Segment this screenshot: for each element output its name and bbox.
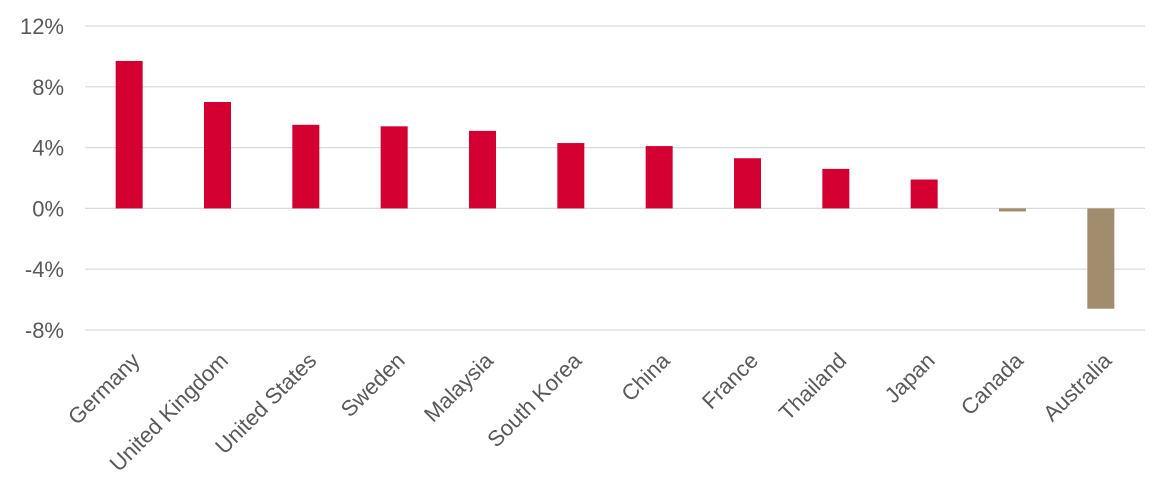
y-tick-label: 12% [20, 14, 64, 39]
y-tick-label: 8% [32, 75, 64, 100]
bar-canada [999, 208, 1026, 212]
x-category-label: Sweden [336, 348, 410, 422]
bar-thailand [822, 168, 850, 209]
bar-malaysia [469, 130, 496, 209]
bar-sweden [380, 126, 408, 209]
bar-australia [1087, 208, 1115, 309]
x-category-label: South Korea [482, 347, 587, 452]
bar-germany [115, 60, 143, 209]
y-tick-label: 0% [32, 196, 64, 221]
bar-japan [910, 179, 938, 209]
x-category-label: China [616, 347, 675, 406]
x-category-label: France [697, 348, 763, 414]
gridlines [85, 25, 1145, 331]
y-axis-tick-labels: -8% -4% 0% 4% 8% 12% [20, 14, 64, 343]
x-category-label: Canada [956, 347, 1029, 420]
bars [115, 60, 1115, 309]
bar-united-kingdom [204, 102, 231, 209]
x-category-label: Thailand [774, 348, 851, 425]
x-category-label: Australia [1038, 347, 1117, 426]
y-tick-label: 4% [32, 136, 64, 161]
bar-china [645, 146, 673, 209]
x-category-label: Malaysia [419, 347, 499, 427]
bar-france [734, 158, 761, 209]
y-tick-label: -4% [25, 257, 64, 282]
x-category-label: Germany [63, 348, 145, 430]
y-tick-label: -8% [25, 318, 64, 343]
bar-united-states [292, 124, 320, 209]
bar-south-korea [557, 143, 585, 209]
x-category-label: Japan [880, 348, 940, 408]
